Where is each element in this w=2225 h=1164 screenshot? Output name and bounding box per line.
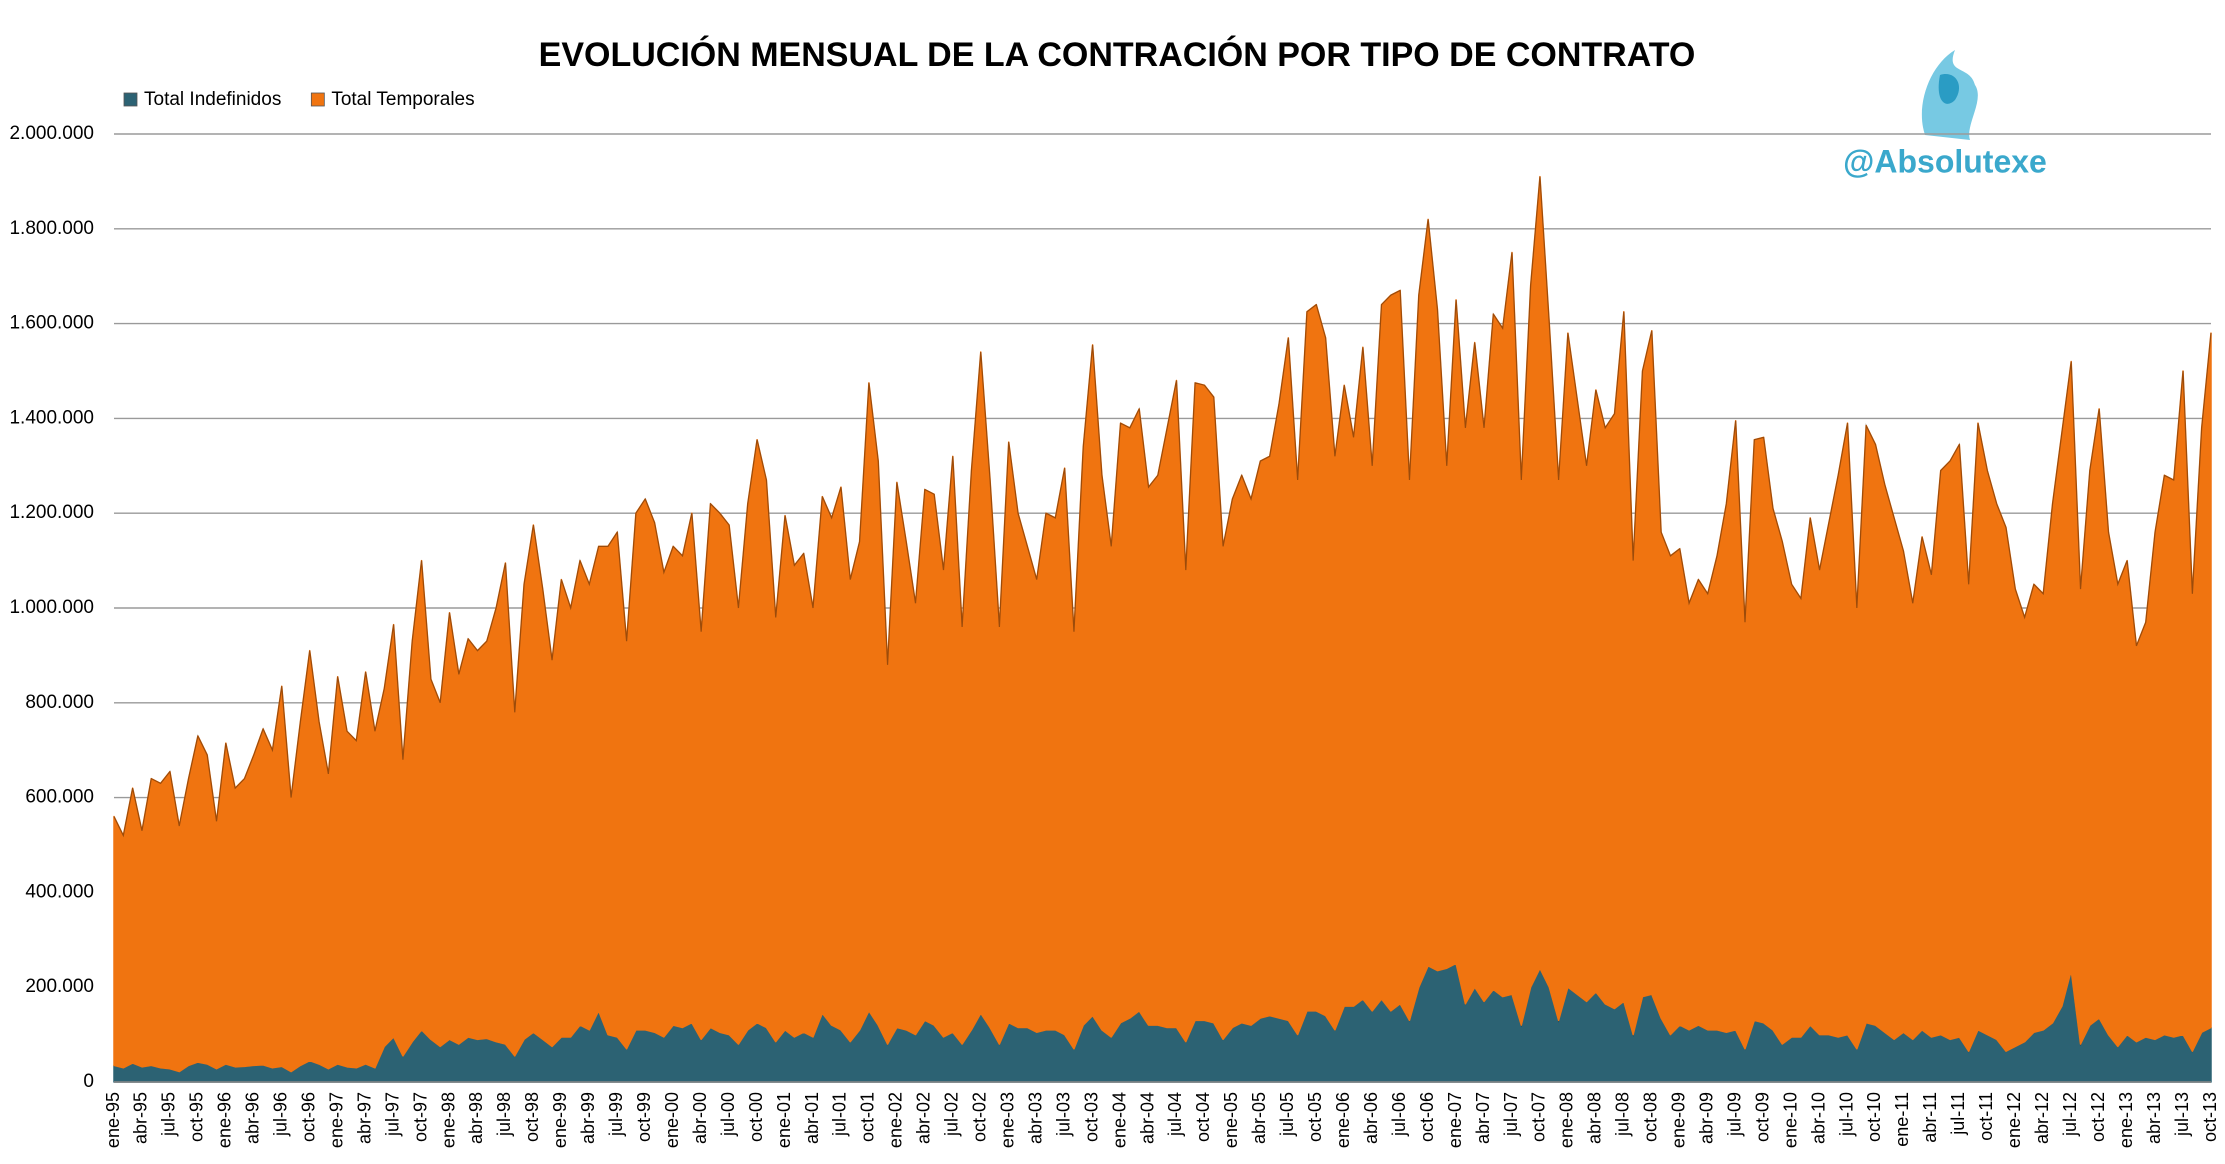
legend-swatch xyxy=(123,92,138,107)
x-tick-label: ene-04 xyxy=(1109,1092,1129,1148)
x-tick-label: ene-12 xyxy=(2004,1092,2024,1148)
x-tick-label: ene-05 xyxy=(1221,1092,1241,1148)
x-tick-label: jul-12 xyxy=(2060,1092,2080,1137)
x-tick-label: oct-02 xyxy=(970,1092,990,1142)
x-tick-label: jul-03 xyxy=(1053,1092,1073,1137)
y-tick-label: 800.000 xyxy=(25,692,94,713)
x-tick-label: abr-96 xyxy=(243,1092,263,1144)
x-tick-label: abr-13 xyxy=(2144,1092,2164,1144)
x-tick-label: abr-97 xyxy=(354,1092,374,1144)
x-tick-label: ene-10 xyxy=(1780,1092,1800,1148)
x-tick-label: oct-98 xyxy=(522,1092,542,1142)
x-tick-label: ene-09 xyxy=(1669,1092,1689,1148)
area-edge xyxy=(113,176,2212,838)
x-tick-label: abr-08 xyxy=(1585,1092,1605,1144)
x-tick-label: oct-08 xyxy=(1641,1092,1661,1142)
y-tick-label: 1.600.000 xyxy=(9,313,94,334)
x-tick-label: abr-95 xyxy=(131,1092,151,1144)
x-tick-label: abr-05 xyxy=(1249,1092,1269,1144)
x-tick-label: jul-07 xyxy=(1501,1092,1521,1137)
x-tick-label: abr-04 xyxy=(1137,1092,1157,1144)
x-tick-label: abr-10 xyxy=(1808,1092,1828,1144)
y-tick-label: 2.000.000 xyxy=(9,123,94,144)
x-tick-label: jul-01 xyxy=(830,1092,850,1137)
x-tick-label: oct-11 xyxy=(1976,1092,1996,1141)
x-tick-label: oct-06 xyxy=(1417,1092,1437,1142)
legend-swatch xyxy=(310,92,325,107)
x-tick-label: ene-11 xyxy=(1892,1092,1912,1147)
x-tick-label: abr-01 xyxy=(802,1092,822,1144)
x-tick-label: oct-00 xyxy=(746,1092,766,1142)
x-tick-label: abr-99 xyxy=(578,1092,598,1144)
x-tick-label: abr-07 xyxy=(1473,1092,1493,1144)
x-tick-label: oct-97 xyxy=(410,1092,430,1142)
x-tick-label: ene-03 xyxy=(997,1092,1017,1148)
y-tick-label: 0 xyxy=(83,1071,94,1092)
x-tick-label: oct-01 xyxy=(858,1092,878,1142)
legend-label: Total Temporales xyxy=(331,89,474,110)
x-tick-label: ene-07 xyxy=(1445,1092,1465,1148)
x-tick-label: abr-98 xyxy=(466,1092,486,1144)
x-tick-label: ene-97 xyxy=(326,1092,346,1148)
y-tick-label: 1.800.000 xyxy=(9,218,94,239)
x-tick-label: oct-10 xyxy=(1864,1092,1884,1142)
x-tick-label: oct-99 xyxy=(634,1092,654,1142)
x-tick-label: oct-04 xyxy=(1193,1092,1213,1142)
x-tick-label: ene-99 xyxy=(550,1092,570,1148)
x-tick-label: jul-95 xyxy=(159,1092,179,1137)
x-tick-label: oct-03 xyxy=(1081,1092,1101,1142)
x-tick-label: jul-06 xyxy=(1389,1092,1409,1137)
y-tick-label: 1.000.000 xyxy=(9,597,94,618)
x-tick-label: ene-98 xyxy=(438,1092,458,1148)
x-tick-label: jul-11 xyxy=(1948,1092,1968,1136)
x-tick-label: jul-96 xyxy=(271,1092,291,1137)
x-tick-label: jul-00 xyxy=(718,1092,738,1137)
x-tick-label: oct-12 xyxy=(2088,1092,2108,1142)
x-tick-label: abr-06 xyxy=(1361,1092,1381,1144)
x-tick-label: jul-13 xyxy=(2172,1092,2192,1137)
watermark: @Absolutexe xyxy=(1843,143,2047,179)
x-tick-label: abr-11 xyxy=(1920,1092,1940,1143)
y-tick-label: 200.000 xyxy=(25,976,94,997)
x-tick-label: oct-13 xyxy=(2200,1092,2220,1142)
x-tick-label: oct-05 xyxy=(1305,1092,1325,1142)
y-tick-label: 1.200.000 xyxy=(9,502,94,523)
x-tick-label: jul-08 xyxy=(1613,1092,1633,1137)
x-tick-label: ene-96 xyxy=(215,1092,235,1148)
x-tick-label: ene-08 xyxy=(1557,1092,1577,1148)
area-1 xyxy=(113,175,2212,1073)
x-tick-label: abr-02 xyxy=(914,1092,934,1144)
x-tick-label: ene-02 xyxy=(886,1092,906,1148)
x-tick-label: oct-09 xyxy=(1752,1092,1772,1142)
x-tick-label: oct-07 xyxy=(1529,1092,1549,1142)
x-tick-label: jul-10 xyxy=(1836,1092,1856,1137)
x-tick-label: jul-04 xyxy=(1165,1092,1185,1137)
x-tick-label: abr-00 xyxy=(690,1092,710,1144)
y-tick-label: 400.000 xyxy=(25,881,94,902)
x-tick-label: ene-95 xyxy=(103,1092,123,1148)
y-tick-label: 600.000 xyxy=(25,787,94,808)
x-tick-label: jul-02 xyxy=(942,1092,962,1137)
x-tick-label: abr-09 xyxy=(1696,1092,1716,1144)
x-tick-label: abr-12 xyxy=(2032,1092,2052,1144)
x-tick-label: jul-05 xyxy=(1277,1092,1297,1137)
chart-title: EVOLUCIÓN MENSUAL DE LA CONTRACIÓN POR T… xyxy=(539,36,1696,74)
logo xyxy=(1921,50,1978,140)
x-tick-label: abr-03 xyxy=(1025,1092,1045,1144)
x-tick-label: oct-96 xyxy=(298,1092,318,1142)
x-tick-label: oct-95 xyxy=(187,1092,207,1142)
x-tick-label: jul-98 xyxy=(494,1092,514,1137)
x-tick-label: ene-01 xyxy=(774,1092,794,1148)
x-tick-label: ene-13 xyxy=(2116,1092,2136,1148)
x-tick-label: ene-00 xyxy=(662,1092,682,1148)
x-tick-label: jul-99 xyxy=(606,1092,626,1137)
y-tick-label: 1.400.000 xyxy=(9,407,94,428)
x-tick-label: ene-06 xyxy=(1333,1092,1353,1148)
x-tick-label: jul-97 xyxy=(382,1092,402,1137)
legend-label: Total Indefinidos xyxy=(144,89,281,110)
x-tick-label: jul-09 xyxy=(1724,1092,1744,1137)
